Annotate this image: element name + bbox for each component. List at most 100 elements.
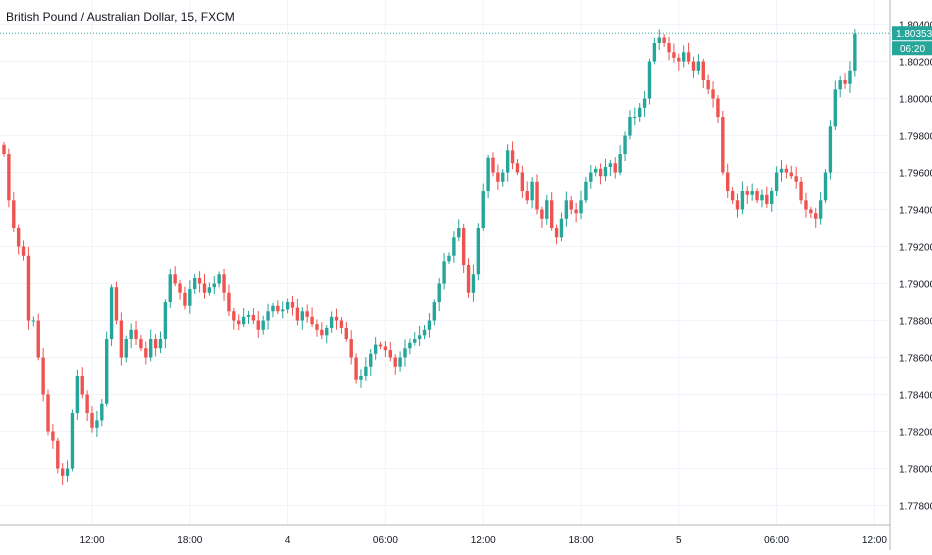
candle[interactable] <box>246 310 251 324</box>
candle[interactable] <box>241 307 246 327</box>
candle[interactable] <box>735 193 740 218</box>
candle[interactable] <box>261 315 265 335</box>
candle[interactable] <box>320 322 324 340</box>
candle[interactable] <box>124 335 128 363</box>
candle[interactable] <box>217 271 221 288</box>
candle[interactable] <box>730 186 735 205</box>
candle[interactable] <box>833 80 837 131</box>
candle[interactable] <box>667 36 671 61</box>
candle[interactable] <box>823 169 828 204</box>
candle[interactable] <box>300 307 304 330</box>
candle[interactable] <box>276 300 280 315</box>
candle[interactable] <box>373 337 378 360</box>
candle[interactable] <box>369 349 373 376</box>
candle[interactable] <box>569 196 573 215</box>
candle[interactable] <box>501 169 505 187</box>
candle[interactable] <box>843 73 847 89</box>
candle[interactable] <box>139 334 143 352</box>
candle[interactable] <box>520 165 525 199</box>
candle[interactable] <box>838 75 842 98</box>
candle[interactable] <box>564 191 569 227</box>
candle[interactable] <box>334 308 339 330</box>
candle[interactable] <box>432 299 437 326</box>
candle[interactable] <box>202 274 207 299</box>
time-axis[interactable]: 12:00 18:00 4 06:00 12:00 18:00 5 06:00 12:00 <box>0 524 890 546</box>
candle[interactable] <box>437 278 441 312</box>
candle[interactable] <box>95 410 99 437</box>
candle[interactable] <box>104 331 109 407</box>
candle[interactable] <box>388 341 393 362</box>
candle[interactable] <box>183 286 187 310</box>
candle[interactable] <box>207 282 212 296</box>
candle[interactable] <box>349 330 353 365</box>
candle[interactable] <box>686 42 691 65</box>
candle[interactable] <box>153 334 158 357</box>
candle[interactable] <box>461 223 466 274</box>
candle[interactable] <box>31 316 36 327</box>
candle[interactable] <box>496 164 500 190</box>
candle[interactable] <box>613 157 617 179</box>
candle[interactable] <box>232 307 236 330</box>
candle[interactable] <box>471 264 476 302</box>
candle[interactable] <box>554 224 559 245</box>
candle[interactable] <box>16 224 21 255</box>
candle[interactable] <box>383 340 388 358</box>
candle[interactable] <box>251 308 256 325</box>
candle[interactable] <box>638 102 642 122</box>
candle[interactable] <box>100 398 104 427</box>
candle[interactable] <box>256 311 260 338</box>
candle[interactable] <box>804 192 808 218</box>
candle[interactable] <box>828 120 833 180</box>
candle[interactable] <box>549 192 554 231</box>
candle[interactable] <box>417 325 422 347</box>
candle[interactable] <box>41 348 45 402</box>
candle[interactable] <box>422 324 427 340</box>
candle[interactable] <box>65 460 70 482</box>
candle[interactable] <box>750 183 754 201</box>
candle[interactable] <box>584 176 588 204</box>
candle[interactable] <box>271 302 275 318</box>
candle[interactable] <box>642 91 647 117</box>
candle[interactable] <box>315 319 319 337</box>
candle[interactable] <box>662 34 666 47</box>
candle[interactable] <box>46 389 50 436</box>
candle[interactable] <box>325 325 329 344</box>
candle[interactable] <box>726 163 730 199</box>
candle[interactable] <box>442 253 446 290</box>
candle[interactable] <box>579 190 583 220</box>
candle[interactable] <box>193 273 197 294</box>
candle[interactable] <box>711 81 715 108</box>
candle[interactable] <box>75 369 80 421</box>
candle[interactable] <box>56 437 60 474</box>
candle[interactable] <box>403 339 407 367</box>
candle[interactable] <box>755 188 759 204</box>
candle[interactable] <box>784 164 789 179</box>
candle[interactable] <box>623 131 627 162</box>
candle[interactable] <box>745 186 749 204</box>
candle[interactable] <box>378 341 383 350</box>
candle[interactable] <box>809 206 813 219</box>
candle[interactable] <box>339 317 344 334</box>
candle[interactable] <box>144 341 148 365</box>
candle[interactable] <box>530 176 534 209</box>
candle[interactable] <box>36 313 40 361</box>
candle[interactable] <box>589 165 593 189</box>
candle[interactable] <box>80 367 84 399</box>
candle[interactable] <box>158 331 163 354</box>
candle[interactable] <box>2 142 6 157</box>
candle[interactable] <box>129 323 133 349</box>
candle[interactable] <box>628 110 632 140</box>
candle[interactable] <box>789 165 793 180</box>
candle[interactable] <box>779 160 784 182</box>
candle[interactable] <box>721 110 725 176</box>
candle[interactable] <box>197 271 202 293</box>
candle[interactable] <box>266 303 270 330</box>
candle[interactable] <box>12 192 16 232</box>
candle[interactable] <box>540 206 544 228</box>
candle[interactable] <box>505 144 510 182</box>
candle[interactable] <box>188 280 192 314</box>
candle[interactable] <box>794 166 798 189</box>
candle[interactable] <box>525 181 529 205</box>
candle[interactable] <box>618 145 622 176</box>
